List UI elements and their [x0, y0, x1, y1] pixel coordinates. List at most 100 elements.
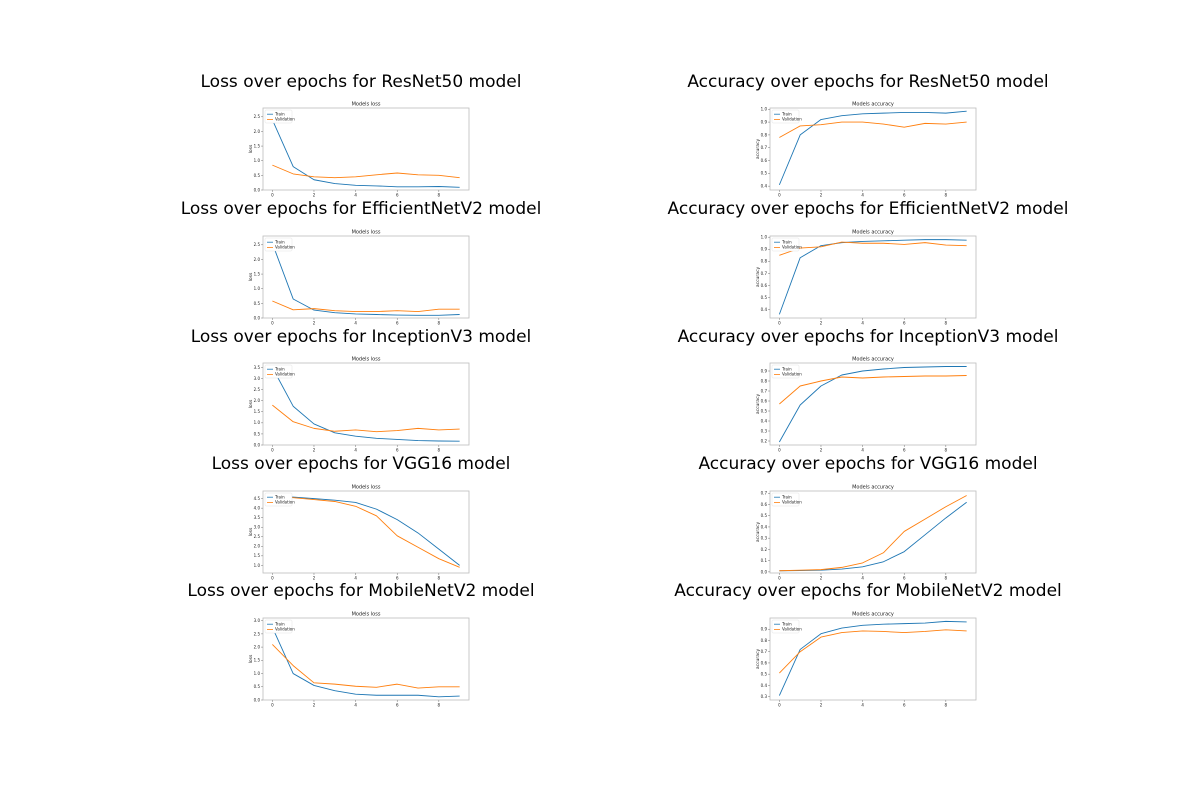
inner-title: Models loss [352, 102, 381, 108]
y-axis-label: loss [248, 272, 254, 281]
inner-title: Models loss [352, 357, 381, 363]
y-tick-label: 3.0 [254, 525, 261, 530]
y-tick-label: 0.6 [761, 398, 768, 403]
x-tick-label: 0 [778, 321, 781, 326]
y-tick-label: 0.9 [761, 368, 768, 373]
y-tick-label: 0.3 [761, 694, 768, 699]
x-tick-label: 0 [271, 703, 274, 708]
x-tick-label: 4 [861, 448, 864, 453]
validation-line [779, 629, 967, 674]
chart-panel: Accuracy over epochs for MobileNetV2 mod… [674, 581, 1062, 708]
x-tick-label: 0 [778, 576, 781, 581]
y-tick-label: 3.0 [254, 618, 261, 623]
x-tick-label: 0 [778, 193, 781, 198]
x-tick-label: 0 [271, 321, 274, 326]
legend-label-train: Train [781, 112, 792, 117]
chart-panel: Loss over epochs for EfficientNetV2 mode… [181, 199, 542, 326]
validation-line [272, 644, 460, 689]
y-tick-label: 1.5 [254, 271, 261, 276]
x-tick-label: 6 [396, 576, 399, 581]
y-tick-label: 0.5 [761, 513, 768, 518]
plot-frame [262, 107, 470, 191]
x-tick-label: 2 [313, 448, 316, 453]
y-tick-label: 0.2 [761, 438, 768, 443]
legend-label-train: Train [274, 622, 285, 627]
x-tick-label: 8 [945, 321, 948, 326]
y-tick-label: 0.4 [761, 524, 768, 529]
inner-title: Models accuracy [852, 230, 894, 236]
legend-label-train: Train [781, 367, 792, 372]
y-tick-label: 2.5 [254, 631, 261, 636]
y-tick-label: 2.0 [254, 544, 261, 549]
validation-line [272, 404, 460, 433]
y-tick-label: 0.3 [761, 536, 768, 541]
chart-panel: Loss over epochs for MobileNetV2 model Mo… [187, 581, 534, 708]
train-line [271, 119, 460, 188]
x-tick-label: 6 [903, 576, 906, 581]
y-tick-label: 0.7 [761, 145, 768, 150]
train-line [778, 239, 967, 315]
chart-panel: Accuracy over epochs for EfficientNetV2 … [668, 199, 1069, 326]
validation-line [272, 164, 460, 179]
chart-panel: Loss over epochs for InceptionV3 model Mo… [191, 327, 532, 453]
panel-title: Loss over epochs for EfficientNetV2 mode… [181, 199, 542, 219]
y-tick-label: 1.0 [254, 420, 261, 425]
y-tick-label: 0.5 [254, 431, 261, 436]
legend-label-train: Train [274, 112, 285, 117]
x-tick-label: 8 [945, 703, 948, 708]
x-tick-label: 8 [945, 193, 948, 198]
inner-title: Models loss [352, 485, 381, 491]
y-tick-label: 0.8 [761, 378, 768, 383]
legend-label-validation: Validation [275, 500, 295, 505]
plot-frame [262, 235, 470, 319]
x-tick-label: 8 [438, 193, 441, 198]
y-axis-label: loss [248, 654, 254, 663]
train-line [778, 110, 967, 186]
y-tick-label: 0.6 [761, 158, 768, 163]
y-axis-label: accuracy [755, 649, 761, 670]
x-tick-label: 0 [271, 576, 274, 581]
y-tick-label: 0.4 [761, 418, 768, 423]
legend-label-train: Train [274, 367, 285, 372]
y-tick-label: 3.0 [254, 376, 261, 381]
x-tick-label: 8 [438, 703, 441, 708]
y-tick-label: 0.9 [761, 247, 768, 252]
legend-label-validation: Validation [782, 627, 802, 632]
panel-title: Loss over epochs for MobileNetV2 model [187, 581, 534, 601]
y-axis-label: accuracy [755, 522, 761, 543]
y-tick-label: 4.0 [254, 506, 261, 511]
chart-panel: Accuracy over epochs for ResNet50 model M… [687, 72, 1048, 198]
y-tick-label: 0.5 [761, 295, 768, 300]
y-tick-label: 0.7 [761, 271, 768, 276]
x-tick-label: 8 [438, 321, 441, 326]
inner-title: Models accuracy [852, 612, 894, 618]
panel-title: Loss over epochs for ResNet50 model [201, 72, 522, 92]
legend-label-validation: Validation [782, 245, 802, 250]
train-line [272, 496, 460, 566]
x-tick-label: 6 [903, 193, 906, 198]
x-tick-label: 6 [396, 321, 399, 326]
y-axis-label: accuracy [755, 267, 761, 288]
x-tick-label: 6 [396, 448, 399, 453]
legend-label-train: Train [781, 622, 792, 627]
validation-line [272, 300, 460, 313]
legend-label-train: Train [274, 240, 285, 245]
x-tick-label: 4 [861, 703, 864, 708]
validation-line [779, 121, 967, 138]
legend-label-validation: Validation [275, 117, 295, 122]
y-tick-label: 2.0 [254, 398, 261, 403]
x-tick-label: 4 [861, 576, 864, 581]
y-tick-label: 0.8 [761, 132, 768, 137]
y-tick-label: 0.7 [761, 491, 768, 496]
x-tick-label: 8 [945, 448, 948, 453]
y-tick-label: 1.0 [761, 235, 768, 240]
y-tick-label: 0.6 [761, 502, 768, 507]
y-tick-label: 0.5 [761, 171, 768, 176]
y-tick-label: 2.0 [254, 644, 261, 649]
panel-title: Accuracy over epochs for MobileNetV2 mod… [674, 581, 1062, 601]
x-tick-label: 6 [396, 703, 399, 708]
x-tick-label: 0 [271, 193, 274, 198]
y-tick-label: 0.0 [254, 187, 261, 192]
plot-frame [769, 617, 977, 701]
x-tick-label: 2 [820, 448, 823, 453]
